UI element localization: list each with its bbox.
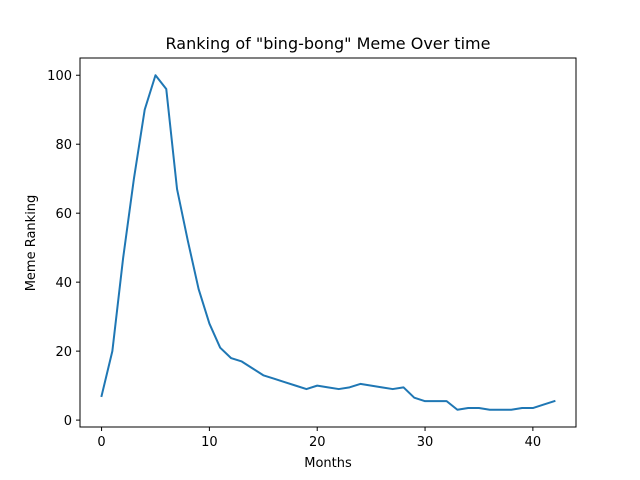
data-point — [295, 385, 297, 387]
data-point — [402, 386, 404, 388]
data-point — [435, 400, 437, 402]
data-point — [413, 397, 415, 399]
data-point — [176, 188, 178, 190]
data-point — [553, 400, 555, 402]
x-axis: 0 10 20 30 40 — [97, 427, 541, 450]
x-tick-label: 20 — [309, 435, 326, 450]
data-point — [370, 385, 372, 387]
y-tick-label: 80 — [55, 138, 72, 153]
data-point — [327, 386, 329, 388]
data-point — [392, 388, 394, 390]
y-tick-label: 60 — [55, 207, 72, 222]
plot-area — [100, 74, 556, 411]
data-point — [467, 407, 469, 409]
y-tick-label: 100 — [47, 69, 72, 84]
data-point — [478, 407, 480, 409]
data-point — [219, 347, 221, 349]
data-point — [208, 323, 210, 325]
x-tick-label: 30 — [417, 435, 434, 450]
data-point — [133, 178, 135, 180]
data-point — [521, 407, 523, 409]
y-axis: 0 20 40 60 80 100 — [47, 69, 80, 429]
y-tick-label: 0 — [64, 414, 72, 429]
data-point — [111, 350, 113, 352]
y-tick-label: 40 — [55, 276, 72, 291]
data-point — [500, 409, 502, 411]
x-tick-label: 40 — [525, 435, 542, 450]
data-point — [144, 109, 146, 111]
data-point — [165, 88, 167, 90]
data-point — [198, 288, 200, 290]
data-point — [284, 381, 286, 383]
data-point — [381, 386, 383, 388]
y-axis-label: Meme Ranking — [24, 195, 39, 292]
data-point — [241, 360, 243, 362]
data-point — [154, 74, 156, 76]
data-point — [510, 409, 512, 411]
data-point — [489, 409, 491, 411]
data-point — [101, 395, 103, 397]
data-point — [543, 404, 545, 406]
data-point — [338, 388, 340, 390]
data-point — [532, 407, 534, 409]
data-point — [359, 383, 361, 385]
data-point — [122, 257, 124, 259]
series-line — [100, 74, 556, 411]
data-point — [456, 409, 458, 411]
chart-title: Ranking of "bing-bong" Meme Over time — [166, 34, 491, 53]
x-tick-label: 0 — [97, 435, 105, 450]
data-point — [187, 240, 189, 242]
plot-frame — [79, 57, 577, 428]
x-tick-label: 10 — [201, 435, 218, 450]
data-point — [349, 386, 351, 388]
y-tick-label: 20 — [55, 345, 72, 360]
data-point — [230, 357, 232, 359]
data-point — [424, 400, 426, 402]
data-point — [446, 400, 448, 402]
data-point — [273, 378, 275, 380]
data-point — [262, 374, 264, 376]
data-point — [305, 388, 307, 390]
x-axis-label: Months — [304, 456, 352, 471]
data-point — [252, 367, 254, 369]
data-point — [316, 385, 318, 387]
